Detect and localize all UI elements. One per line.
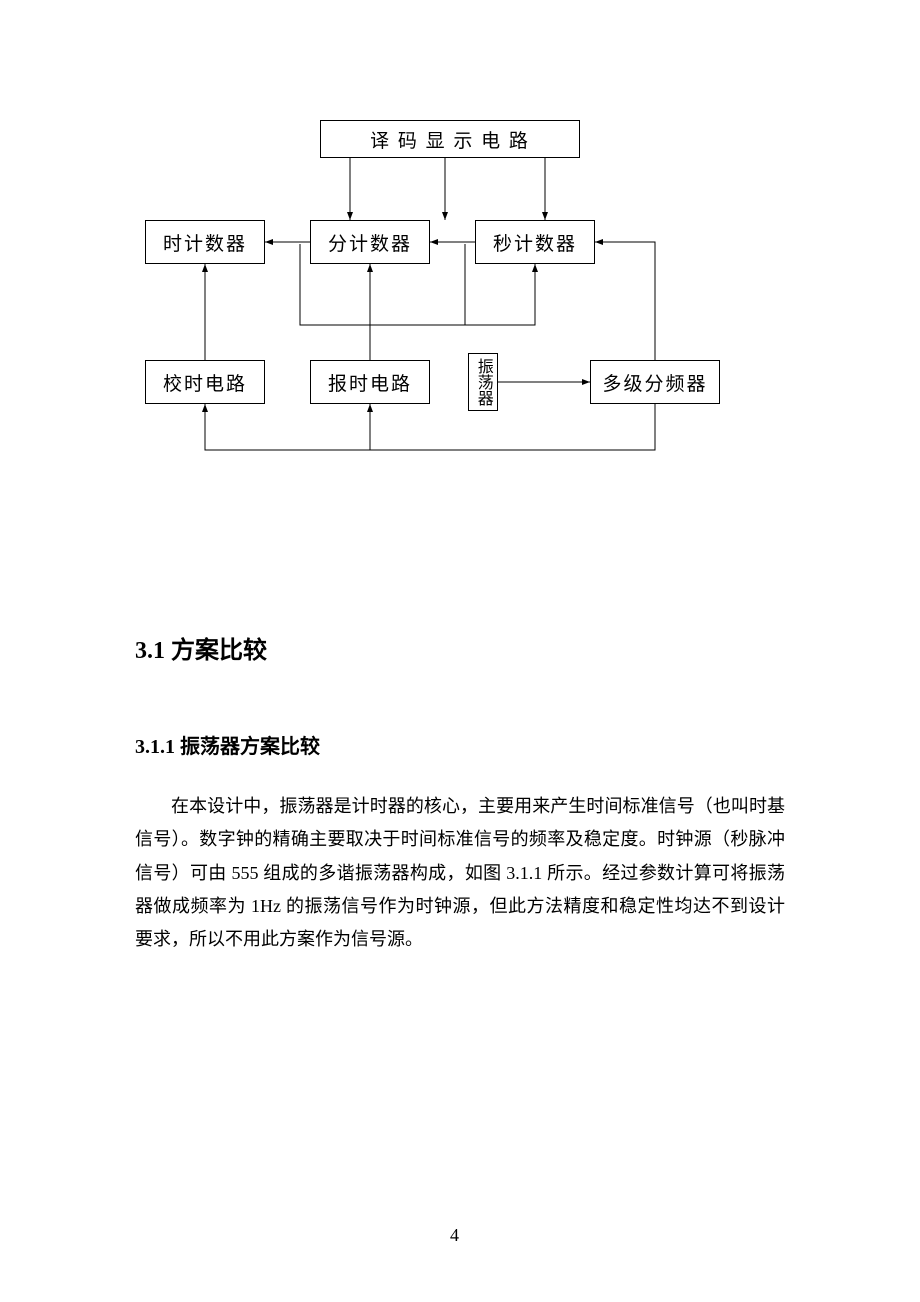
page-number: 4 xyxy=(450,1225,459,1246)
box-osc: 振荡器 xyxy=(468,353,498,411)
box-hour: 时计数器 xyxy=(145,220,265,264)
heading-3-1: 3.1 方案比较 xyxy=(135,630,267,665)
box-cal: 校时电路 xyxy=(145,360,265,404)
heading-3-1-1: 3.1.1 振荡器方案比较 xyxy=(135,730,320,759)
diagram-connectors xyxy=(135,100,795,500)
block-diagram: 译 码 显 示 电 路时计数器 分计数器 秒计数器校时电路 报时电路 振荡器 多级分频器 xyxy=(135,100,795,500)
paragraph-body: 在本设计中，振荡器是计时器的核心，主要用来产生时间标准信号（也叫时基信号）。数字… xyxy=(135,790,785,956)
box-div: 多级分频器 xyxy=(590,360,720,404)
box-sec: 秒计数器 xyxy=(475,220,595,264)
box-alarm: 报时电路 xyxy=(310,360,430,404)
paragraph-text: 在本设计中，振荡器是计时器的核心，主要用来产生时间标准信号（也叫时基信号）。数字… xyxy=(135,796,785,949)
page: 译 码 显 示 电 路时计数器分计数器秒计数器校时电路报时电路振荡器多级分频器 … xyxy=(0,0,920,1302)
box-top: 译 码 显 示 电 路 xyxy=(320,120,580,158)
box-min: 分计数器 xyxy=(310,220,430,264)
